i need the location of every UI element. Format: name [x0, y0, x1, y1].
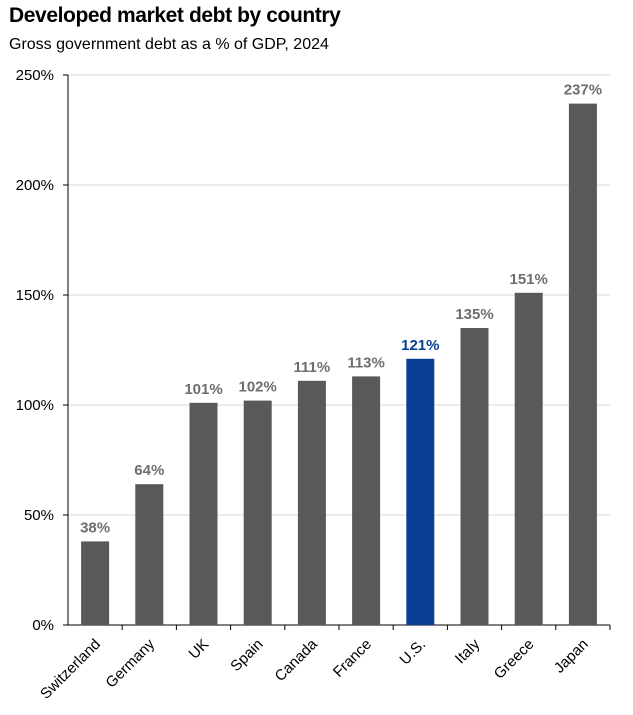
- bar: [297, 380, 326, 625]
- data-label: 151%: [510, 271, 548, 288]
- bar: [81, 541, 110, 625]
- x-tick-label: U.S.: [396, 636, 429, 669]
- data-label: 237%: [564, 82, 602, 99]
- bar: [243, 400, 272, 625]
- bar: [352, 376, 381, 625]
- data-label: 135%: [455, 306, 493, 323]
- x-tick-label: Switzerland: [37, 636, 104, 703]
- y-tick-label: 50%: [24, 507, 54, 524]
- chart-title: Developed market debt by country: [9, 4, 341, 27]
- data-label: 113%: [347, 354, 385, 371]
- bar: [514, 292, 543, 625]
- data-label: 38%: [80, 519, 110, 536]
- x-tick-label: Germany: [102, 635, 158, 691]
- bar: [189, 402, 218, 625]
- x-tick-label: Greece: [491, 636, 538, 683]
- data-label: 64%: [134, 462, 164, 479]
- x-tick-label: Canada: [272, 635, 322, 685]
- bar: [568, 103, 597, 626]
- y-tick-label: 100%: [16, 397, 54, 414]
- bar: [460, 328, 489, 625]
- x-tick-label: Spain: [227, 636, 266, 675]
- data-label: 111%: [294, 359, 331, 376]
- bar: [135, 484, 164, 625]
- data-label: 101%: [184, 381, 222, 398]
- x-tick-label: Japan: [551, 636, 592, 677]
- bar: [406, 358, 435, 625]
- x-tick-label: Italy: [452, 635, 484, 667]
- y-tick-label: 0%: [32, 617, 54, 634]
- x-tick-label: UK: [186, 636, 213, 663]
- data-label: 121%: [401, 337, 439, 354]
- x-tick-label: France: [330, 636, 375, 681]
- chart-subtitle: Gross government debt as a % of GDP, 202…: [9, 36, 329, 53]
- y-tick-label: 250%: [16, 67, 54, 84]
- y-tick-label: 200%: [16, 177, 54, 194]
- data-label: 102%: [239, 379, 277, 396]
- y-tick-label: 150%: [16, 287, 54, 304]
